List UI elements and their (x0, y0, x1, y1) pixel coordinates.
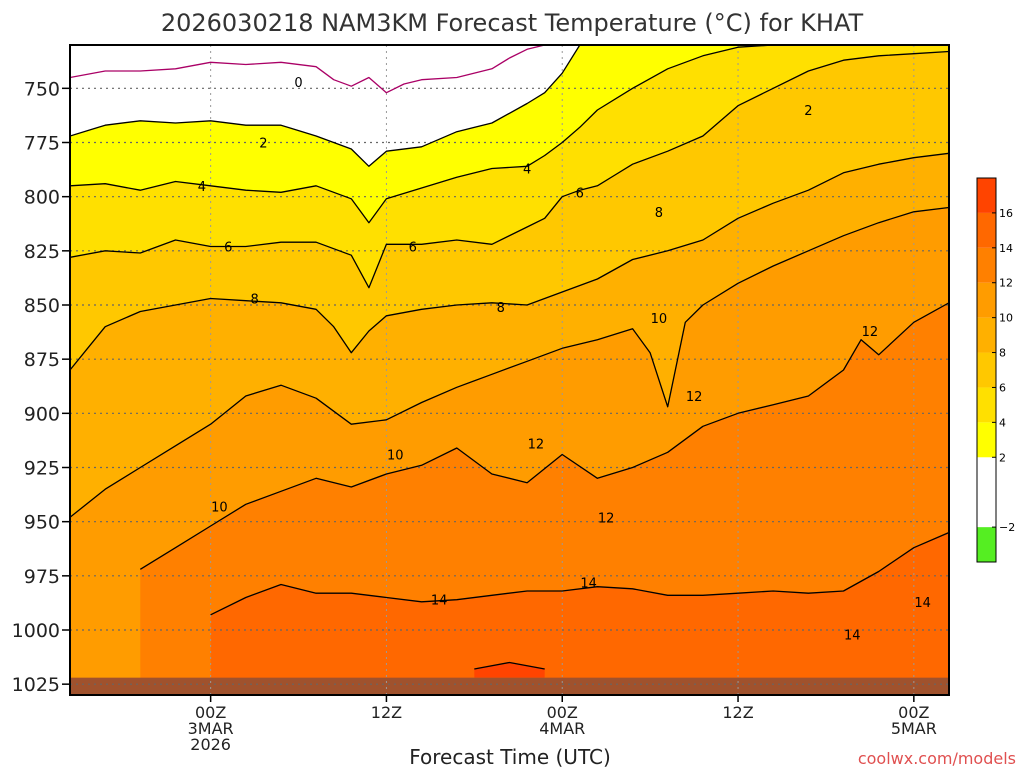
y-tick-label-950: 950 (24, 512, 60, 534)
x-tick-label-26-1: 4MAR (539, 719, 585, 738)
contour-label-4: 4 (523, 163, 531, 178)
y-axis: 750 775 800 825 850 875 900 925 950 975 1000 1025 (12, 78, 70, 696)
colorbar-tick-label-8: 16 (999, 207, 1013, 220)
contour-label-0: 0 (294, 76, 302, 91)
x-tick-label-26-0: 00Z (547, 703, 578, 722)
contour-line-6 (70, 50, 949, 289)
ground-surface (70, 677, 949, 695)
contour-label-20: 14 (844, 628, 861, 643)
colorbar-band-6 (977, 352, 996, 388)
x-tick-label-6-1: 3MAR (188, 719, 234, 738)
contour-line-2 (70, 45, 581, 167)
y-tick-label-775: 775 (24, 133, 60, 155)
contour-line-14 (210, 531, 949, 616)
y-tick-label-800: 800 (24, 187, 60, 209)
y-tick-label-875: 875 (24, 349, 60, 371)
colorbar-band--4 (977, 527, 996, 562)
y-tick-label-900: 900 (24, 403, 60, 425)
contour-label-10: 8 (655, 206, 663, 221)
contour-label-15: 12 (598, 511, 615, 526)
contour-label-6: 6 (409, 241, 417, 256)
contour-label-18: 14 (431, 594, 448, 609)
colorbar-tick-label-5: 10 (999, 312, 1013, 325)
contour-line-4 (70, 45, 774, 224)
plot-frame (69, 44, 950, 696)
contour-label-12: 10 (387, 449, 404, 464)
contour-label-17: 12 (862, 325, 879, 340)
contour-label-5: 6 (224, 241, 232, 256)
contour-label-1: 2 (259, 137, 267, 152)
colorbar-tick-label-1: 2 (999, 451, 1006, 464)
contour-label-8: 8 (250, 293, 258, 308)
ground-band (70, 677, 949, 695)
x-tick-label-6-2: 2026 (190, 735, 231, 754)
contour-label-11: 10 (211, 501, 228, 516)
contour-line-12 (139, 302, 949, 570)
y-tick-label-975: 975 (24, 566, 60, 588)
contour-label-21: 14 (914, 596, 931, 611)
colorbar-band--2 (977, 457, 996, 528)
y-tick-label-925: 925 (24, 458, 60, 480)
colorbar-frame (976, 177, 997, 563)
x-axis-label: Forecast Time (UTC) (409, 745, 611, 768)
x-tick-label-46-0: 00Z (898, 703, 929, 722)
contour-line-8 (70, 152, 949, 371)
colorbar-band-8 (977, 317, 996, 353)
contour-label-13: 10 (651, 312, 668, 327)
contour-line-10 (70, 206, 949, 518)
contour-line-0 (70, 45, 545, 94)
x-tick-label-16-0: 12Z (371, 703, 402, 722)
colorbar-tick-label-4: 8 (999, 347, 1006, 360)
contour-label-9: 8 (497, 301, 505, 316)
contour-labels: 0 2 2 4 4 6 6 6 8 8 8 10 10 10 12 12 12 12 14 14 14 14 (198, 76, 931, 643)
y-tick-label-850: 850 (24, 295, 60, 317)
contour-line-16 (474, 661, 545, 670)
contour-label-19: 14 (580, 576, 597, 591)
x-tick-label-46-1: 5MAR (891, 719, 937, 738)
colorbar-band-12 (977, 247, 996, 283)
grid-lines (70, 45, 949, 695)
colorbar-band-14 (977, 212, 996, 248)
colorbar-tick-label-3: 6 (999, 381, 1006, 394)
contour-label-16: 12 (686, 390, 703, 405)
colorbar-band-10 (977, 282, 996, 318)
colorbar-band-2 (977, 422, 996, 458)
x-tick-label-36-0: 12Z (722, 703, 753, 722)
fill-band-14 (210, 532, 949, 695)
y-tick-label-750: 750 (24, 78, 60, 100)
contour-label-7: 6 (576, 186, 584, 201)
colorbar-tick-label-6: 12 (999, 277, 1013, 290)
colorbar-tick-label-2: 4 (999, 416, 1006, 429)
credit-text: coolwx.com/models (858, 749, 1016, 768)
contour-label-14: 12 (528, 438, 545, 453)
colorbar-band-16 (977, 178, 996, 213)
contour-lines (70, 45, 949, 670)
y-tick-label-1000: 1000 (12, 620, 60, 642)
chart-title: 2026030218 NAM3KM Forecast Temperature (… (161, 9, 864, 37)
colorbar-legend: −2 2 4 6 8 10 12 14 16 (976, 177, 1015, 563)
contour-label-3: 4 (198, 180, 206, 195)
x-tick-label-6-0: 00Z (195, 703, 226, 722)
colorbar-band-4 (977, 387, 996, 423)
temperature-fill-bands (70, 45, 949, 695)
contour-label-2: 2 (804, 104, 812, 119)
colorbar-tick-label-0: −2 (999, 521, 1015, 534)
y-tick-label-1025: 1025 (12, 674, 60, 696)
y-tick-label-825: 825 (24, 241, 60, 263)
colorbar-tick-label-7: 14 (999, 242, 1013, 255)
